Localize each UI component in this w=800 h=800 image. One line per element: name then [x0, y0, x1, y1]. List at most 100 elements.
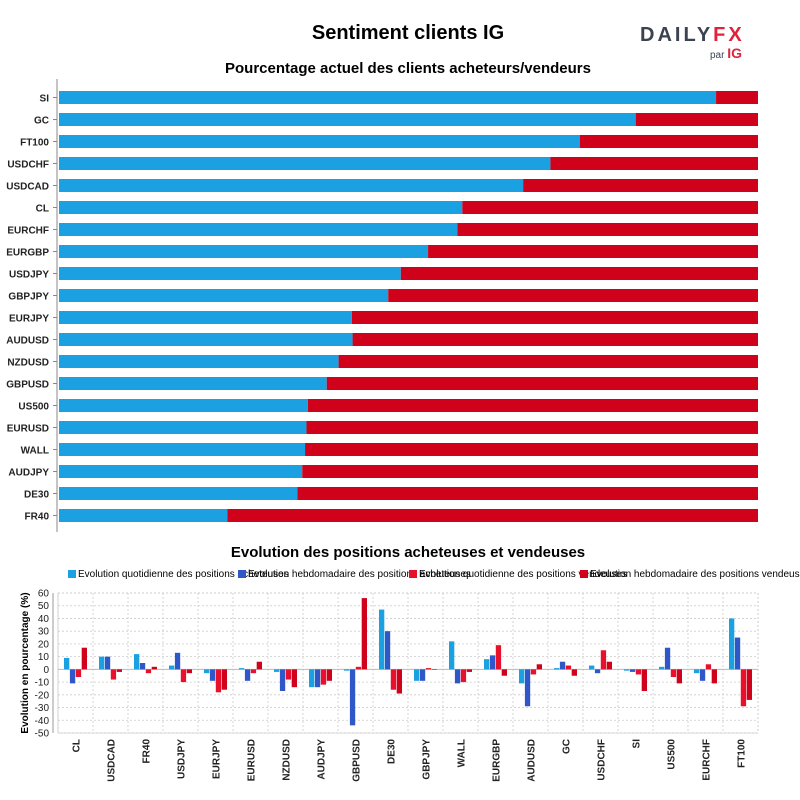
bar-eurgbp-series-4	[501, 669, 507, 676]
y-tick-label: -40	[35, 716, 50, 727]
bar-ft100-series-2	[734, 637, 741, 670]
bar-usdchf-series-2	[594, 669, 601, 674]
bar-usdcad-series-4	[116, 669, 122, 672]
y-tick-label: 10	[38, 652, 50, 663]
sell-bar-audusd	[352, 333, 758, 346]
bar-gc-series-2	[559, 661, 566, 670]
bar-fr40-series-3	[145, 669, 152, 674]
buy-bar-eurjpy	[59, 311, 352, 324]
buy-bar-us500	[59, 399, 308, 412]
dailyfx-logo: DAILYFX par IG	[640, 24, 750, 64]
x-tick-label: EURGBP	[492, 739, 503, 782]
bar-gbpjpy-series-4	[431, 669, 437, 670]
sentiment-y-tick-label: US500	[18, 402, 49, 413]
sell-bar-usdjpy	[400, 267, 758, 280]
bar-audusd-series-2	[524, 669, 531, 707]
sell-bar-usdchf	[550, 157, 758, 170]
sentiment-y-tick-label: FR40	[25, 512, 50, 523]
bar-usdcad-series-2	[104, 656, 111, 670]
bar-eurjpy-series-4	[221, 669, 227, 690]
bar-cl-series-2	[69, 669, 76, 684]
legend-label: Evolution hebdomadaire des positions ach…	[248, 569, 471, 580]
buy-bar-usdchf	[59, 157, 551, 170]
buy-bar-gbpjpy	[59, 289, 389, 302]
bar-eurgbp-series-2	[489, 655, 496, 670]
legend-item-2[interactable]: Evolution hebdomadaire des positions ach…	[238, 569, 471, 581]
bar-ft100-series-3	[740, 669, 747, 707]
legend-item-4[interactable]: Evolution hebdomadaire des positions ven…	[580, 569, 800, 581]
y-tick-label: 50	[38, 601, 50, 612]
x-tick-label: USDCAD	[107, 739, 118, 782]
bar-eurgbp-series-1	[484, 659, 490, 670]
logo-word-accent: FX	[713, 24, 745, 46]
bar-gbpusd-series-3	[355, 666, 362, 670]
buy-bar-usdcad	[59, 179, 524, 192]
bar-gbpjpy-series-2	[419, 669, 426, 681]
buy-bar-si	[59, 91, 717, 104]
bar-eurchf-series-2	[699, 669, 706, 681]
legend-item-3[interactable]: Evolution quotidienne des positions vend…	[409, 569, 627, 581]
buy-bar-eurgbp	[59, 245, 429, 258]
x-tick-label: GBPUSD	[352, 739, 363, 782]
sentiment-y-tick-label: SI	[40, 94, 50, 105]
bar-si-series-2	[629, 669, 636, 672]
bar-de30-series-2	[384, 631, 391, 670]
buy-bar-gbpusd	[59, 377, 327, 390]
legend-swatch	[68, 570, 76, 578]
x-tick-label: USDJPY	[177, 739, 188, 779]
sell-bar-usdcad	[523, 179, 758, 192]
legend-item-1[interactable]: Evolution quotidienne des positions ache…	[68, 569, 289, 581]
sentiment-y-tick-label: EURGBP	[6, 248, 49, 259]
bar-us500-series-2	[664, 647, 671, 670]
sell-bar-de30	[297, 487, 758, 500]
bar-usdcad-series-1	[99, 656, 105, 670]
bar-ft100-series-1	[729, 618, 735, 670]
bar-gbpusd-series-2	[349, 669, 356, 726]
sell-bar-eurchf	[457, 223, 758, 236]
bar-fr40-series-2	[139, 663, 146, 670]
bar-audusd-series-4	[536, 664, 542, 670]
buy-bar-gc	[59, 113, 636, 126]
bar-gbpusd-series-1	[344, 669, 350, 671]
buy-bar-eurusd	[59, 421, 307, 434]
sell-bar-us500	[307, 399, 758, 412]
bar-fr40-series-1	[134, 654, 140, 670]
x-tick-label: US500	[667, 739, 678, 770]
buy-bar-nzdusd	[59, 355, 339, 368]
legend-swatch	[580, 570, 588, 578]
x-tick-label: DE30	[387, 739, 398, 764]
bar-audjpy-series-3	[320, 669, 327, 685]
bar-audusd-series-3	[530, 669, 537, 675]
sentiment-y-tick-label: GBPUSD	[6, 380, 49, 391]
bar-usdjpy-series-4	[186, 669, 192, 674]
x-tick-label: EURJPY	[212, 739, 223, 779]
buy-bar-audusd	[59, 333, 353, 346]
bar-cl-series-1	[64, 657, 70, 670]
bar-nzdusd-series-3	[285, 669, 292, 680]
bar-eurchf-series-4	[711, 669, 717, 684]
bar-audusd-series-1	[519, 669, 525, 684]
bar-usdchf-series-4	[606, 661, 612, 670]
sell-bar-ft100	[579, 135, 758, 148]
buy-bar-de30	[59, 487, 298, 500]
bar-eurusd-series-2	[244, 669, 251, 681]
buy-bar-usdjpy	[59, 267, 401, 280]
sell-bar-audjpy	[302, 465, 758, 478]
bar-wall-series-3	[460, 669, 467, 683]
bar-gbpusd-series-4	[361, 598, 367, 670]
sentiment-y-tick-label: FT100	[20, 138, 49, 149]
logo-sub-prefix: par	[709, 50, 725, 61]
bar-eurjpy-series-1	[204, 669, 210, 674]
sell-bar-gc	[635, 113, 758, 126]
bar-ft100-series-4	[746, 669, 752, 700]
sentiment-y-tick-label: GBPJPY	[8, 292, 49, 303]
sentiment-y-tick-label: GC	[34, 116, 49, 127]
x-tick-label: FT100	[737, 739, 748, 768]
sell-bar-eurjpy	[351, 311, 758, 324]
x-tick-label: AUDUSD	[527, 739, 538, 782]
y-tick-label: 0	[43, 665, 49, 676]
bar-wall-series-1	[449, 641, 455, 670]
bar-si-series-4	[641, 669, 647, 691]
bar-nzdusd-series-1	[274, 669, 280, 672]
bar-gc-series-1	[554, 668, 560, 670]
